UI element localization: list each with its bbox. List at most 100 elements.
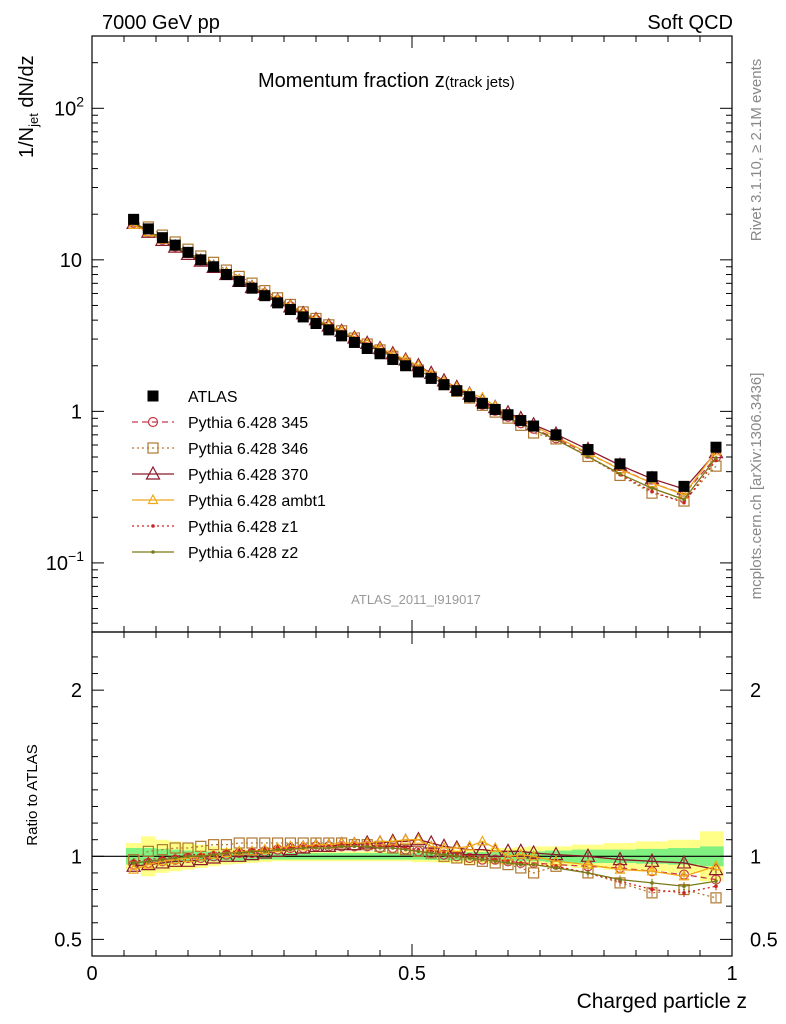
category-label: Soft QCD — [647, 12, 733, 34]
series-point — [682, 497, 686, 502]
ratio-point — [678, 869, 690, 881]
legend-marker — [151, 550, 155, 554]
series-line — [133, 220, 717, 502]
ratio-point — [548, 846, 564, 861]
ratio-point — [297, 840, 309, 851]
ratio-point — [378, 846, 382, 850]
legend-marker — [147, 493, 159, 505]
upper-panel: 10−1 1 10 102 — [46, 35, 733, 633]
series-5 — [131, 220, 718, 502]
ratio-point — [442, 852, 446, 857]
data-point — [646, 471, 658, 483]
ratio-point — [327, 846, 331, 850]
ratio-tick-label-right: 2 — [750, 680, 761, 702]
ratio-point — [272, 841, 284, 853]
ratio-point — [464, 840, 476, 851]
data-point — [374, 348, 386, 360]
x-tick-label: 1 — [726, 963, 737, 985]
rivet-label: Rivet 3.1.10, ≥ 2.1M events — [748, 59, 765, 242]
ratio-point — [519, 862, 523, 867]
ratio-point — [403, 847, 408, 852]
ratio-point — [391, 846, 395, 850]
legend-marker — [147, 416, 159, 428]
ratio-point — [211, 852, 216, 857]
ratio-point — [275, 847, 280, 852]
y-tick-label: 10−1 — [46, 548, 84, 575]
ratio-point — [173, 856, 177, 860]
data-point — [323, 324, 335, 336]
ratio-frame — [91, 631, 733, 957]
data-point — [182, 246, 194, 258]
legend: ATLAS Pythia 6.428 345 Pythia 6.428 346 Pyt… — [132, 389, 326, 562]
ratio-point — [714, 879, 718, 884]
ratio-point — [314, 846, 318, 850]
data-point — [195, 254, 207, 266]
ratio-point — [710, 892, 722, 904]
mcplots-label: mcplots.cern.ch [arXiv:1306.3436] — [748, 373, 765, 600]
data-point — [246, 282, 258, 294]
data-point — [710, 441, 722, 453]
data-point — [515, 415, 527, 427]
plot-title: Momentum fraction z(track jets) — [258, 70, 515, 92]
ratio-point — [710, 859, 722, 871]
ratio-tick-label: 0.5 — [54, 929, 82, 951]
data-point — [361, 342, 373, 354]
ratio-point — [526, 844, 542, 859]
y-tick-label: 1 — [71, 401, 82, 423]
ratio-tick-label-right: 1 — [750, 846, 761, 868]
plot-title-main: Momentum fraction z — [258, 70, 445, 92]
legend-label: Pythia 6.428 z2 — [188, 545, 298, 562]
ratio-point — [528, 850, 540, 861]
ratio-point — [527, 867, 540, 879]
legend-entry: ATLAS — [147, 389, 238, 406]
data-point — [233, 275, 245, 287]
ratio-point — [515, 848, 527, 859]
ratio-point — [250, 849, 254, 854]
y-tick-label: 10 — [60, 250, 82, 272]
ratio-series-5 — [131, 844, 718, 891]
legend-label: Pythia 6.428 370 — [188, 467, 308, 484]
ratio-point — [339, 844, 344, 849]
ratio-point — [263, 849, 267, 854]
series-point — [618, 472, 622, 476]
ratio-point — [156, 844, 168, 856]
ratio-point — [618, 877, 622, 882]
ratio-point — [142, 858, 154, 869]
series-point — [682, 500, 686, 505]
ratio-point — [614, 863, 626, 874]
ratio-tick-label: 2 — [71, 680, 82, 702]
legend-label: Pythia 6.428 z1 — [188, 519, 298, 536]
series-line — [133, 220, 717, 504]
ratio-point — [714, 884, 718, 889]
ratio-point — [416, 849, 421, 854]
data-point — [464, 391, 476, 403]
data-point — [156, 232, 168, 244]
ratio-point — [429, 851, 434, 855]
ratio-point — [682, 884, 686, 889]
ratio-point — [237, 851, 241, 855]
plot-title-sub: (track jets) — [445, 74, 515, 91]
ratio-point — [467, 856, 472, 860]
legend-label: Pythia 6.428 345 — [188, 415, 308, 432]
ratio-point — [513, 843, 529, 857]
ratio-point — [682, 891, 686, 895]
ratio-series-line — [133, 845, 717, 887]
ratio-tick-label-right: 0.5 — [750, 929, 778, 951]
analysis-id: ATLAS_2011_I919017 — [351, 592, 481, 607]
legend-entry: Pythia 6.428 z1 — [132, 519, 298, 536]
x-axis-label: Charged particle z — [577, 990, 747, 1013]
data-point — [297, 311, 309, 323]
ratio-point — [451, 841, 463, 853]
x-tick-label: 0.5 — [398, 963, 426, 985]
legend-entry: Pythia 6.428 z2 — [132, 545, 298, 562]
data-point — [387, 353, 399, 365]
series-point — [586, 454, 590, 459]
legend-entry: Pythia 6.428 370 — [132, 465, 308, 484]
data-point — [489, 403, 501, 415]
data-point — [128, 213, 140, 225]
ratio-point — [474, 841, 490, 856]
ratio-point — [301, 846, 306, 850]
data-point — [528, 420, 540, 432]
series-point — [678, 495, 690, 507]
